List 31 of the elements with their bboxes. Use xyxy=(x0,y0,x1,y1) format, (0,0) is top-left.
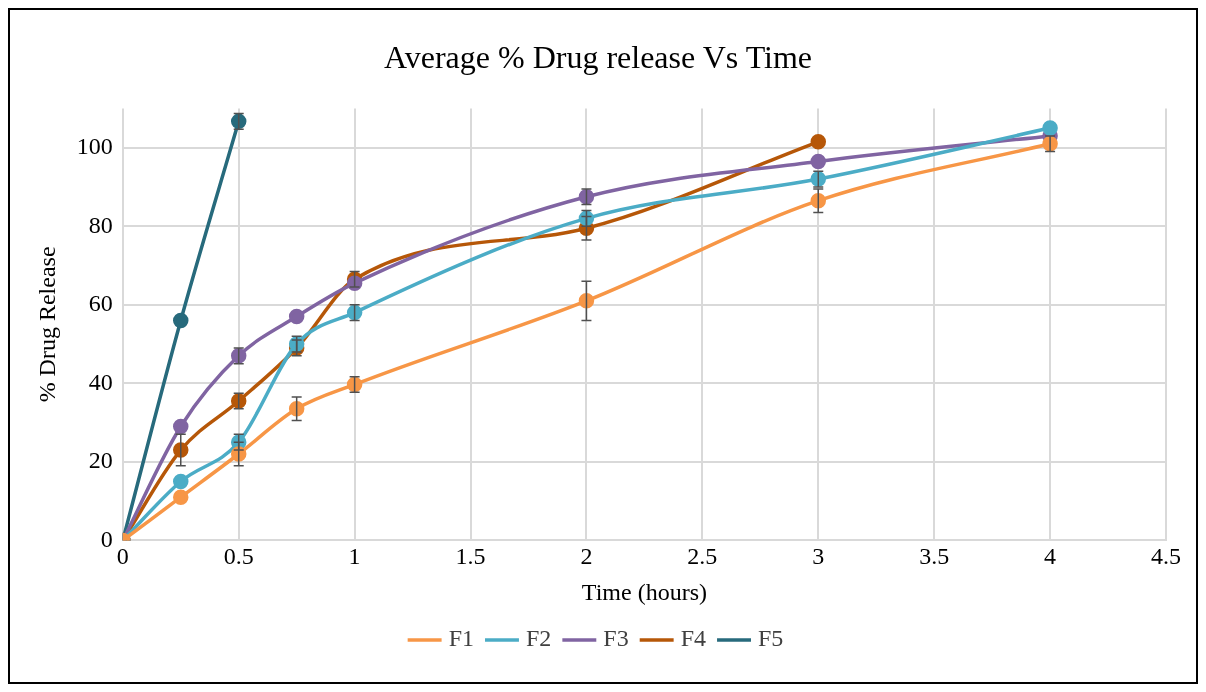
point xyxy=(810,153,827,170)
x-tick-label: 4.5 xyxy=(1151,543,1181,570)
point xyxy=(173,473,189,490)
x-tick-label: 0.5 xyxy=(223,543,254,570)
x-tick-label: 4 xyxy=(1044,543,1057,570)
point xyxy=(173,418,189,435)
x-tick-label: 2 xyxy=(580,543,593,570)
y-tick-label: 0 xyxy=(100,525,113,552)
y-tick-label: 60 xyxy=(88,290,113,317)
point xyxy=(173,312,189,329)
x-tick-label: 3.5 xyxy=(919,543,950,570)
x-tick-label: 2.5 xyxy=(687,543,718,570)
y-tick-label: 80 xyxy=(88,211,113,238)
legend-label: F3 xyxy=(603,625,629,652)
legend-label: F4 xyxy=(680,625,707,652)
x-tick-label: 1 xyxy=(348,543,361,570)
point xyxy=(173,489,189,505)
x-tick-label: 3 xyxy=(812,543,825,570)
y-tick-label: 20 xyxy=(88,447,113,474)
legend-label: F1 xyxy=(448,625,474,652)
point xyxy=(1042,120,1058,136)
y-axis-title: % Drug Release xyxy=(33,246,60,403)
legend-label: F5 xyxy=(758,625,784,652)
x-tick-label: 1.5 xyxy=(455,543,486,570)
y-tick-label: 100 xyxy=(76,132,113,159)
chart-title: Average % Drug release Vs Time xyxy=(383,38,813,75)
point xyxy=(288,308,305,325)
y-tick-label: 40 xyxy=(88,368,113,395)
point xyxy=(810,134,827,150)
legend-label: F2 xyxy=(525,625,552,652)
x-axis-title: Time (hours) xyxy=(581,578,707,605)
